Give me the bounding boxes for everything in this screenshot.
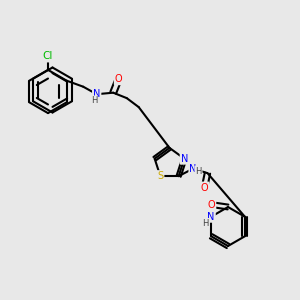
Text: O: O [208,200,215,210]
Text: N: N [181,154,188,164]
Text: Cl: Cl [43,51,53,62]
Text: O: O [201,182,208,193]
Text: O: O [115,74,122,84]
Text: H: H [202,219,209,228]
Text: S: S [157,171,164,181]
Text: H: H [195,167,202,176]
Text: N: N [189,164,197,174]
Text: H: H [91,96,98,105]
Text: N: N [93,89,100,99]
Text: N: N [207,212,215,222]
